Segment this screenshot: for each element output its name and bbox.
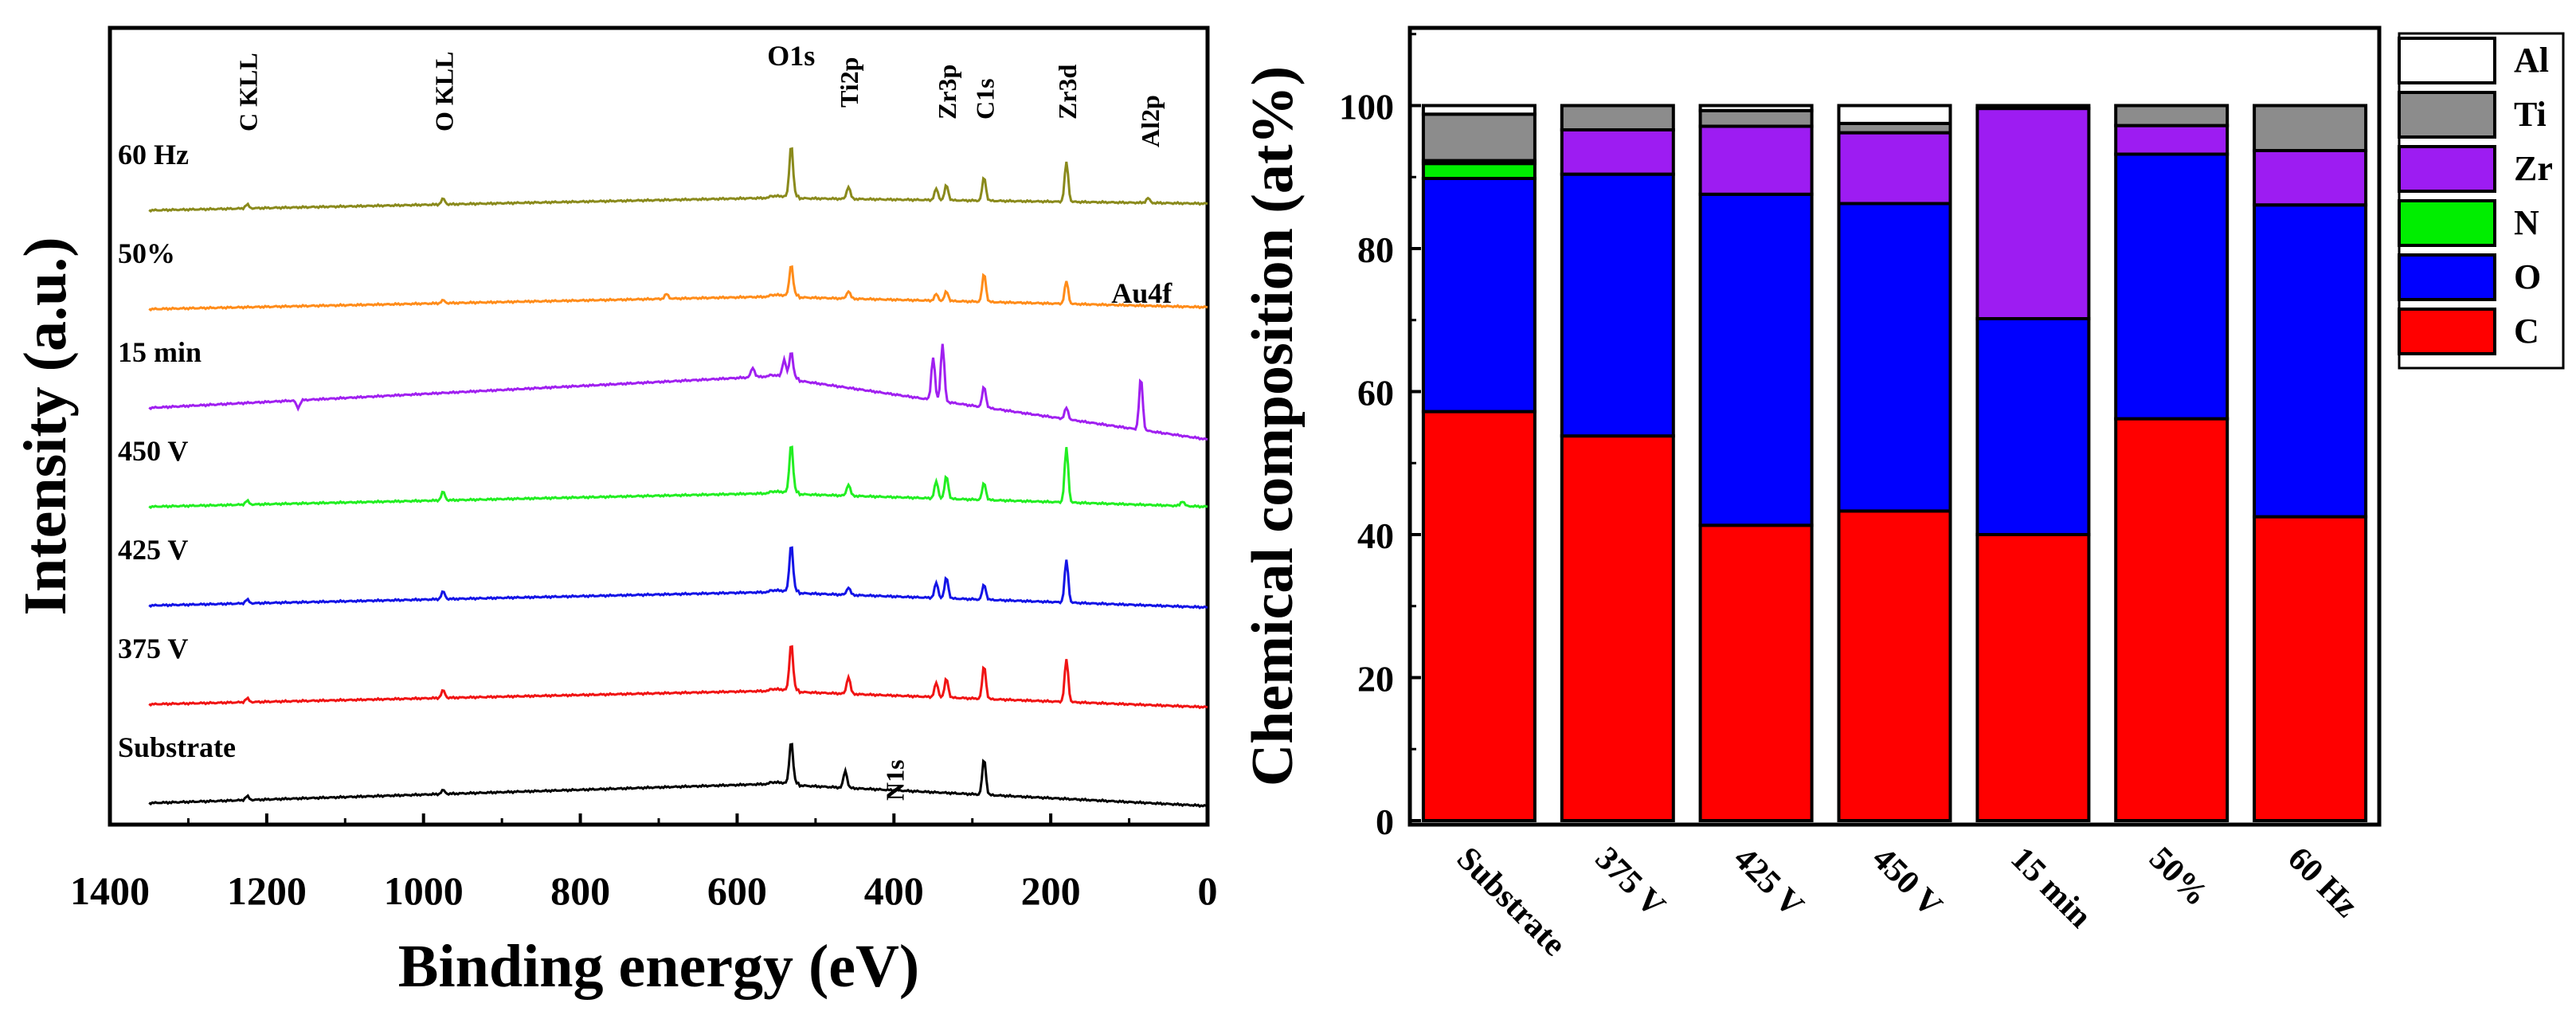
bar-375-v-zr [1560,128,1675,176]
legend-label-ti: Ti [2514,95,2547,134]
xps-line-50pct [148,265,1208,312]
bar-x-label-15-min: 15 min [2003,841,2098,935]
xps-peak-label-zr3p: Zr3p [933,65,961,120]
xps-peak-label-au4f: Au4f [1111,277,1173,309]
bar-y-tick-label-0: 0 [1376,801,1394,842]
bar-375-v-ti [1560,104,1675,131]
bar-substrate-al [1421,104,1537,116]
xps-line-425-v [148,546,1208,609]
xps-series-label-50pct: 50% [118,237,175,269]
bar-substrate-c [1421,410,1537,822]
bar-y-tick-label-60: 60 [1357,373,1394,413]
legend-swatch-n [2398,199,2496,247]
bar-plot-frame [1407,25,2382,827]
bar-60-hz-o [2253,203,2368,519]
xps-series-label-425-v: 425 V [118,534,188,566]
bar-60-hz-zr [2253,149,2368,207]
xps-series-label-60-hz: 60 Hz [118,139,189,170]
bar-y-tick-label-80: 80 [1357,229,1394,270]
xps-peak-label-n1s: N1s [880,759,909,801]
xps-peak-label-al2p: Al2p [1136,95,1165,147]
legend-swatch-ti [2398,91,2496,139]
bar-substrate-o [1421,177,1537,413]
xps-x-axis-label: Binding energy (eV) [398,933,919,1000]
xps-x-tick-label-200: 200 [1021,868,1081,913]
bar-425-v-zr [1698,124,1814,196]
bar-y-axis-label: Chemical composition (at%) [1240,66,1306,786]
xps-x-tick-label-400: 400 [864,868,924,913]
bar-y-tick-label-20: 20 [1357,659,1394,700]
bar-425-v-c [1698,523,1814,822]
xps-line-15-min [148,343,1208,441]
bar-60-hz-ti [2253,104,2368,152]
xps-y-axis-label: Intensity (a.u.) [12,237,79,615]
bar-50pct-o [2114,152,2230,421]
xps-line-60-hz [148,147,1208,214]
xps-peak-label-o1s: O1s [767,40,815,72]
bar-x-label-60-hz: 60 Hz [2280,841,2365,925]
xps-series-label-substrate: Substrate [118,731,236,763]
bar-x-label-425-v: 425 V [1727,841,1811,924]
legend-label-al: Al [2514,41,2549,80]
bar-x-label-450-v: 450 V [1865,841,1948,924]
bar-450-v-al [1837,104,1952,125]
bar-425-v-o [1698,192,1814,527]
bar-x-label-50pct: 50% [2142,841,2215,914]
bar-425-v-ti [1698,108,1814,128]
bar-15-min-c [1975,533,2091,822]
legend-label-c: C [2514,312,2539,351]
bar-y-tick-label-40: 40 [1357,515,1394,556]
xps-series-label-15-min: 15 min [118,336,202,368]
bar-425-v-al [1698,104,1814,112]
xps-peak-label-ti2p: Ti2p [835,57,863,108]
legend-label-o: O [2514,257,2541,296]
xps-peak-label-o-kll: O KLL [429,52,458,131]
xps-line-375-v [148,645,1208,710]
xps-x-tick-label-1400: 1400 [70,868,150,913]
xps-peak-label-c1s: C1s [971,78,1000,120]
bar-375-v-c [1560,434,1675,822]
bar-substrate-n [1421,162,1537,180]
xps-line-450-v [148,445,1208,510]
legend-label-zr: Zr [2514,149,2553,188]
xps-survey-chart: 60 Hz 50% 15 min 450 V 425 V 375 V Substrate C… [12,25,1218,1000]
xps-peak-label-zr3d: Zr3d [1053,64,1082,120]
bar-50pct-c [2114,417,2230,822]
xps-x-tick-label-600: 600 [707,868,767,913]
bar-15-min-o [1975,317,2091,536]
xps-series-label-450-v: 450 V [118,435,188,467]
legend-swatch-o [2398,253,2496,301]
legend-swatch-zr [2398,145,2496,193]
bar-60-hz-c [2253,515,2368,822]
xps-peak-label-c-kll: C KLL [233,53,262,131]
bar-15-min-ti [1975,104,2091,111]
bar-450-v-o [1837,202,1952,513]
bar-x-label-375-v: 375 V [1588,841,1672,924]
bar-y-tick-label-100: 100 [1339,87,1394,127]
bar-375-v-o [1560,172,1675,438]
bar-450-v-c [1837,509,1952,823]
legend-swatch-c [2398,308,2496,355]
bar-50pct-ti [2114,104,2230,127]
xps-x-tick-label-1200: 1200 [227,868,307,913]
xps-x-tick-label-800: 800 [550,868,610,913]
bar-450-v-zr [1837,131,1952,206]
bar-15-min-zr [1975,107,2091,320]
bar-50pct-zr [2114,123,2230,156]
xps-x-tick-label-0: 0 [1198,868,1218,913]
xps-line-substrate [148,743,1208,809]
bar-x-label-substrate: Substrate [1450,841,1573,964]
legend-label-n: N [2514,203,2539,242]
bar-substrate-ti [1421,112,1537,163]
legend-swatch-al [2398,37,2496,84]
xps-plot-frame [108,25,1210,827]
xps-series-label-375-v: 375 V [118,633,188,664]
composition-bar-chart: 0 20 40 60 80 100 Substrate 375 V 425 V 450 V 15 … [1240,25,2565,964]
xps-x-tick-label-1000: 1000 [384,868,464,913]
